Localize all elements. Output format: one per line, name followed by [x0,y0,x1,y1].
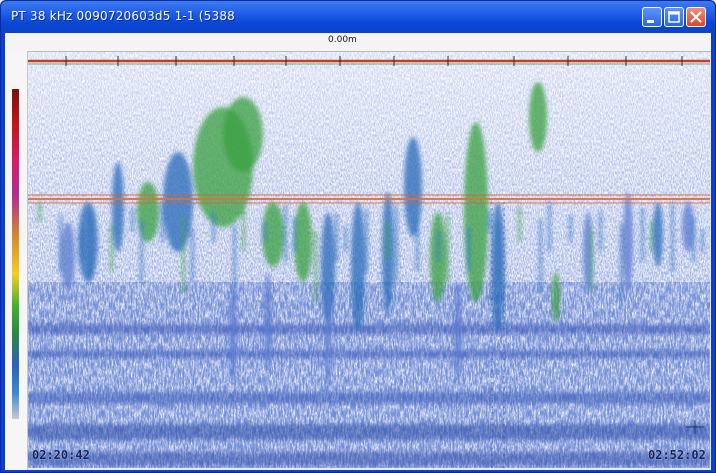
maximize-icon [668,11,680,23]
start-time-label: 02:20:42 [32,448,90,462]
title-bar[interactable]: PT 38 kHz 0090720603d5 1-1 (5388 [1,1,715,33]
minimize-icon [647,20,654,23]
minimize-button[interactable] [642,7,662,27]
echogram-canvas[interactable] [28,52,710,468]
end-time-label: 02:52:02 [648,448,706,462]
color-scale-bar [12,89,19,419]
color-scale-panel [5,51,28,470]
depth-ruler: 0.00m [5,33,711,52]
close-icon [690,11,702,23]
echogram-view[interactable]: 02:20:42 02:52:02 [28,52,710,468]
time-ticks [65,56,683,66]
window-title: PT 38 kHz 0090720603d5 1-1 (5388 [11,9,235,23]
depth-label: 0.00m [328,35,357,45]
close-button[interactable] [686,7,706,27]
maximize-button[interactable] [664,7,684,27]
window-client-area: 0.00m [5,33,711,470]
